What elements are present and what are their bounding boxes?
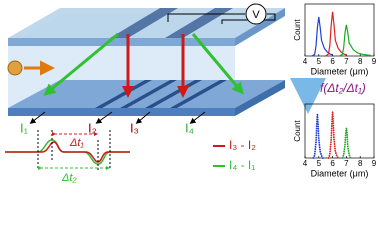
bottom-plate-edge [8,108,235,116]
voltage-label: V [252,9,260,21]
plot-frame [304,103,375,159]
x-tick-label: 7 [344,57,349,66]
legend-label: I₃ - I₂ [229,138,256,152]
x-axis-label: Diameter (μm) [311,168,369,178]
delta-t1: Δt₁ [69,137,84,149]
x-tick-label: 5 [317,159,322,168]
figure: V I₁ I₂ I₃ I₄ Δt₁ Δt₂ I₃ - I₂ I₄ - I₁ [5,3,377,184]
wire [167,13,245,22]
current-label: I₃ [130,120,139,135]
y-axis-label: Count [293,120,302,142]
series-line [325,11,347,57]
waveform [5,130,130,170]
top-plate-edge [8,38,235,46]
x-tick-label: 4 [303,159,308,168]
x-tick-label: 8 [358,159,363,168]
current-label: I₄ [185,120,194,135]
wire [221,13,276,24]
series-line [339,24,372,57]
x-tick-label: 5 [317,57,322,66]
current-label: I₁ [20,120,29,135]
series-line [312,113,324,159]
bottom-plate-side [235,80,285,116]
current-arrows [29,111,206,124]
current-label: I₂ [88,120,97,135]
field-arrows [43,32,244,98]
x-tick-label: 7 [344,159,349,168]
particle [7,60,23,76]
top-electrodes [110,8,233,38]
x-axis-label: Diameter (μm) [311,66,369,76]
series-line [311,16,333,57]
legend-label: I₄ - I₁ [229,158,255,172]
y-axis-label: Count [293,19,302,41]
series-line [341,128,352,159]
x-tick-label: 4 [303,57,308,66]
x-tick-label: 6 [330,159,335,168]
voltmeter [245,3,267,25]
x-tick-label: 6 [330,57,335,66]
delta-t2: Δt₂ [61,172,77,184]
x-tick-label: 9 [372,57,377,66]
x-tick-label: 9 [372,159,377,168]
page: {"diagram":{"voltage":"V","currents":["I… [5,3,377,184]
current-labels: I₁ I₂ I₃ I₄ [20,120,194,135]
x-tick-label: 8 [358,57,363,66]
transform-label: f(Δt₂/Δt₁) [320,81,366,95]
series-line [327,112,340,159]
top-plate-side [235,8,285,46]
